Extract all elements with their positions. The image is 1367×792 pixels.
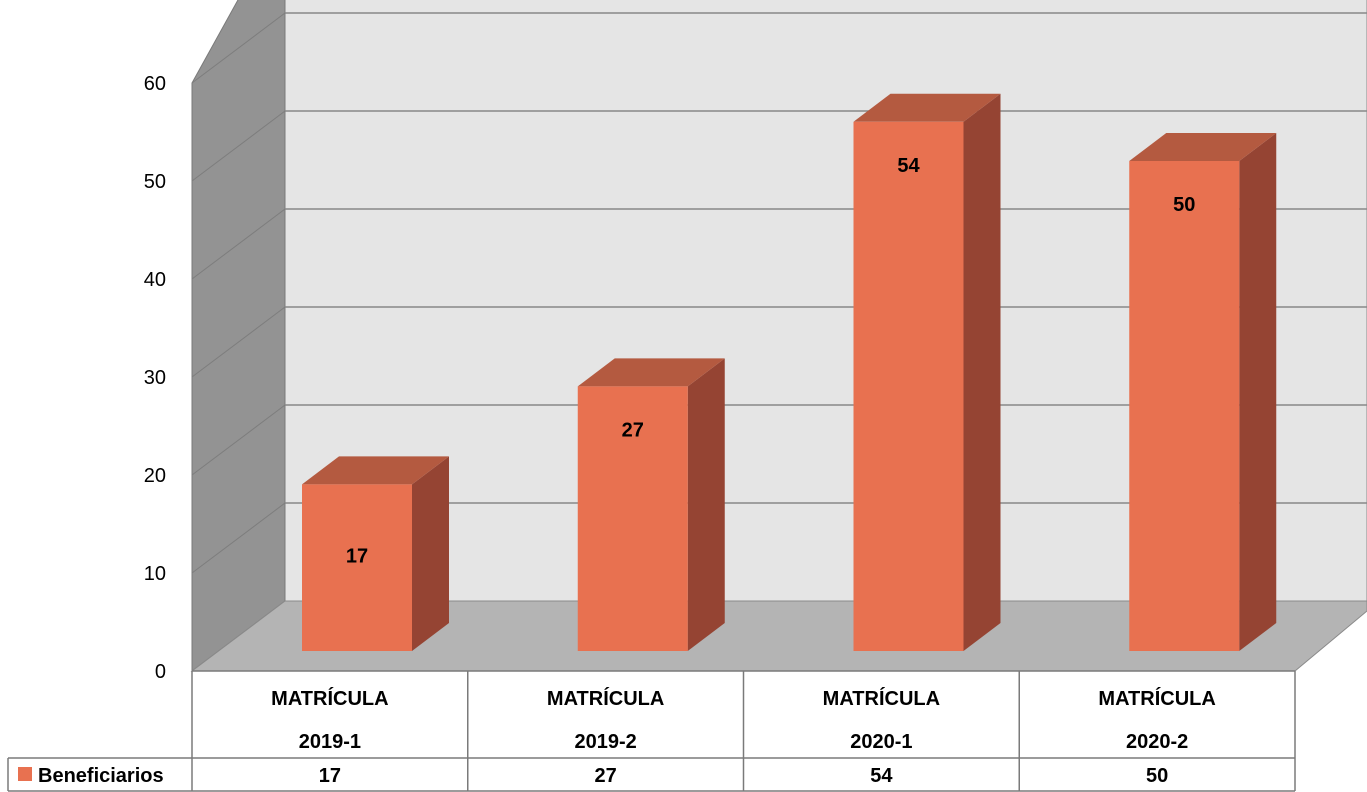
legend-swatch (18, 767, 32, 781)
data-label: 54 (897, 155, 920, 177)
y-axis: 0 10 20 30 40 50 60 (144, 73, 166, 683)
bar-front (302, 484, 412, 651)
y-tick-label: 10 (144, 563, 166, 585)
table-value: 17 (319, 765, 341, 787)
bar-side (687, 358, 725, 651)
category-label: MATRÍCULA (547, 687, 664, 710)
gridline-side (191, 404, 286, 476)
chart-walls (190, 0, 1367, 673)
bar-top (577, 358, 725, 387)
category-label: MATRÍCULA (823, 687, 940, 710)
y-tick-label: 30 (144, 367, 166, 389)
table-value: 50 (1146, 765, 1168, 787)
series-name: Beneficiarios (38, 765, 164, 787)
y-tick-label: 40 (144, 269, 166, 291)
category-label: MATRÍCULA (1098, 687, 1215, 710)
category-label: MATRÍCULA (271, 687, 388, 710)
bar-top (1129, 133, 1277, 161)
bar-front (577, 386, 688, 651)
bar: 27 (577, 358, 725, 651)
bar: 17 (302, 456, 449, 651)
category-label: 2020-2 (1126, 731, 1188, 753)
data-label: 50 (1173, 194, 1195, 216)
bar-top (302, 456, 449, 485)
data-label: 27 (622, 419, 644, 441)
bar-front (1129, 161, 1240, 651)
side-wall (191, 0, 286, 673)
bar-side (412, 456, 449, 651)
bar-side (1239, 133, 1277, 651)
gridline-side (191, 502, 286, 574)
category-label: 2019-1 (299, 731, 361, 753)
y-tick-label: 50 (144, 171, 166, 193)
data-table: MATRÍCULA 2019-1 MATRÍCULA 2019-2 MATRÍCULA 2… (7, 670, 1296, 792)
bar-side (963, 93, 1001, 652)
data-label: 17 (346, 545, 368, 567)
gridline-side (191, 110, 286, 182)
table-value: 54 (870, 765, 893, 787)
bars: 17 27 54 50 (302, 93, 1277, 652)
y-tick-label: 0 (155, 661, 166, 683)
category-label: 2019-2 (574, 731, 636, 753)
bar: 50 (1129, 133, 1277, 651)
gridline-side (191, 12, 286, 84)
gridline-side (191, 306, 286, 378)
category-label: 2020-1 (850, 731, 912, 753)
bar: 54 (853, 93, 1001, 652)
gridline-side (191, 208, 286, 280)
table-value: 27 (595, 765, 617, 787)
y-tick-label: 60 (144, 73, 166, 95)
y-tick-label: 20 (144, 465, 166, 487)
bar-top (853, 93, 1001, 122)
bar-front (853, 121, 964, 652)
